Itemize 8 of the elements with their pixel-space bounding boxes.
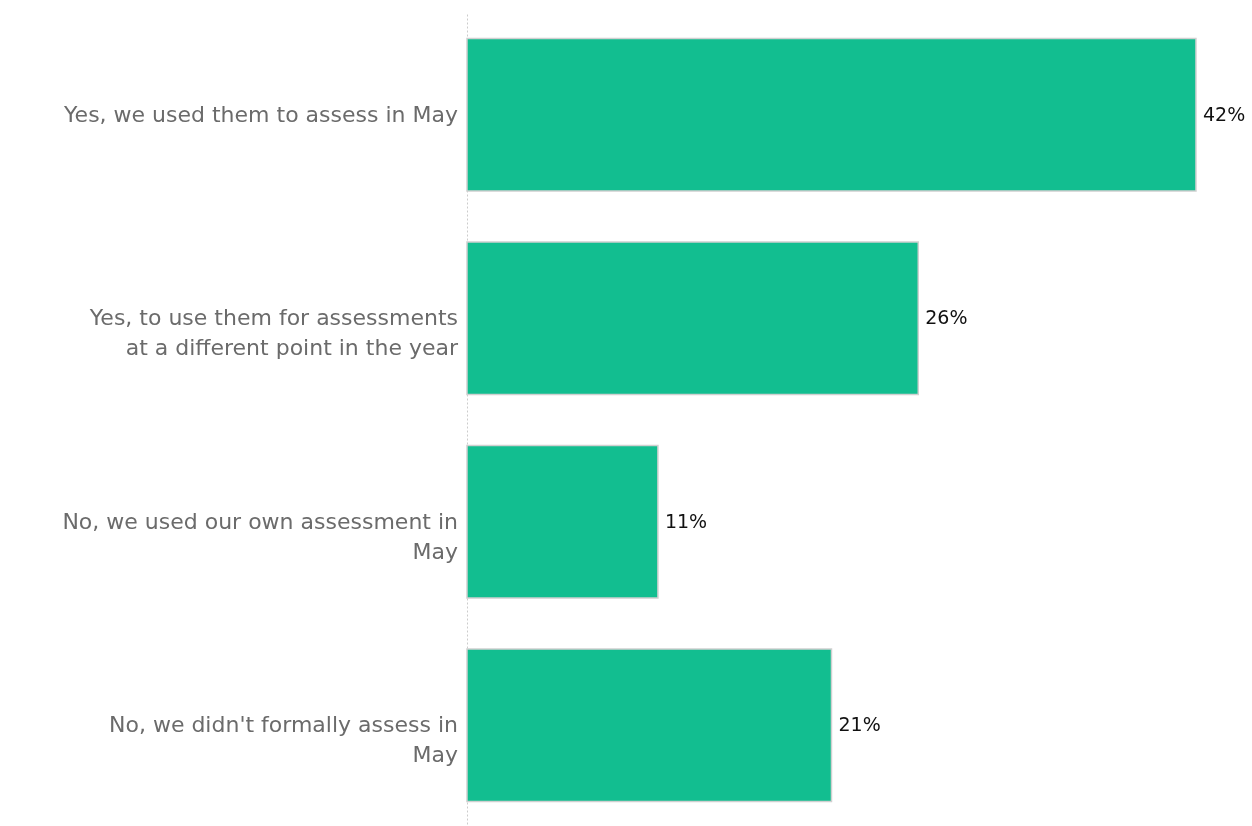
data-label: 26% [925, 306, 968, 329]
y-tick-label: No, we used our own assessment in May [62, 508, 458, 564]
data-label: 11% [664, 509, 708, 532]
y-tick-label: No, we didn't formally assess in May [108, 712, 458, 768]
data-label: 42% [1202, 102, 1246, 125]
y-tick-label: Yes, we used them to assess in May [63, 101, 458, 127]
y-tick-label: Yes, to use them for assessments at a different point in the year [88, 305, 459, 361]
data-label: 21% [838, 713, 881, 736]
